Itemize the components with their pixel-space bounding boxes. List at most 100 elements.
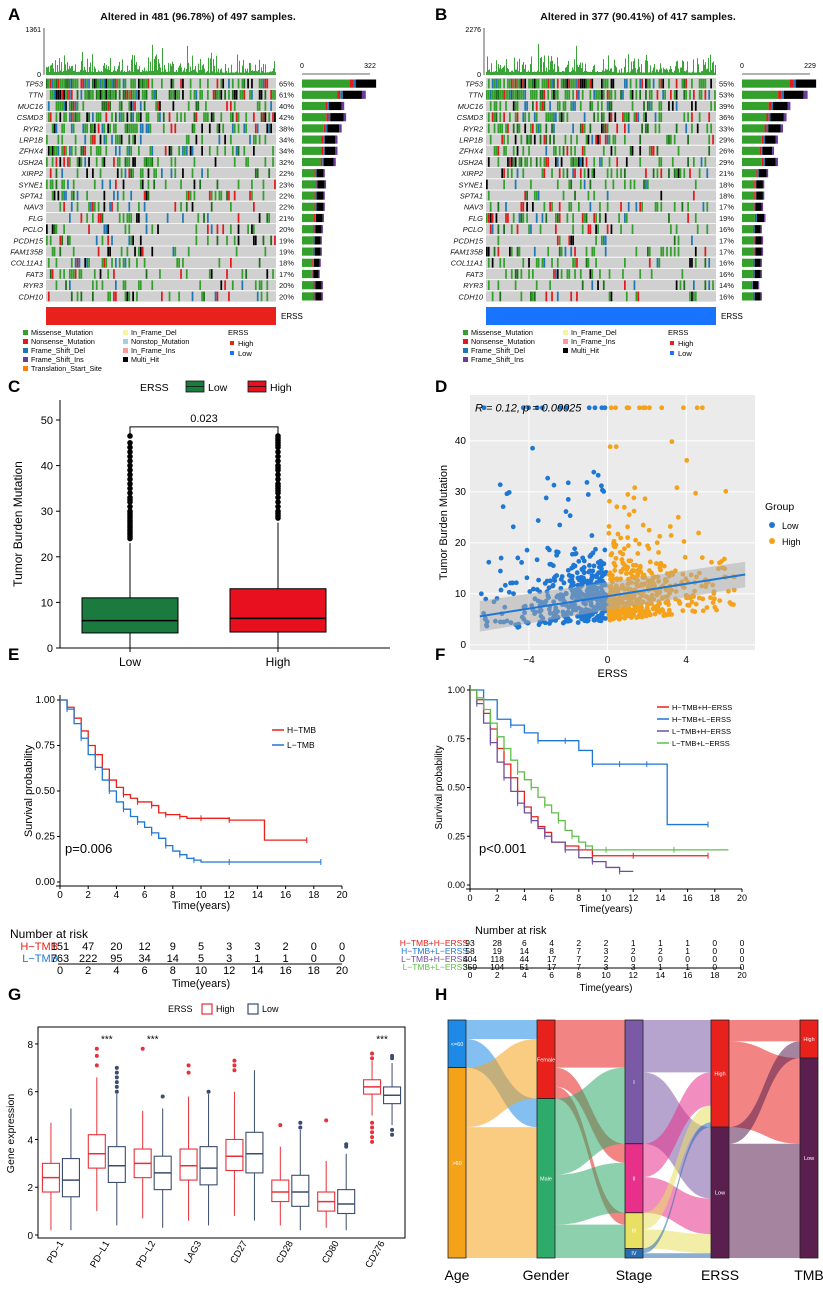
mutation-cell	[677, 146, 680, 156]
sankey-node-label: IV	[631, 1251, 637, 1257]
box	[225, 1138, 244, 1172]
point-high	[637, 405, 642, 411]
point-high	[625, 543, 631, 549]
tmb-bar	[225, 63, 226, 75]
mutation-cell	[503, 134, 505, 145]
panel-b: Altered in 377 (90.41%) of 417 samples.2…	[450, 11, 817, 364]
mutation-cell	[107, 235, 110, 246]
gene-percent: 29%	[719, 136, 734, 145]
mutation-cell	[101, 157, 104, 167]
y-axis-label: Survival probability	[434, 746, 445, 830]
tmb-bar	[128, 71, 129, 75]
mutation-cell	[599, 202, 601, 212]
mutation-cell	[497, 146, 500, 156]
mutation-cell	[230, 134, 232, 145]
tmb-bar	[97, 71, 98, 75]
mutation-cell	[520, 134, 523, 145]
tmb-bar	[77, 72, 78, 75]
mutation-cell	[530, 134, 532, 145]
mutation-cell	[631, 146, 634, 156]
legend-group-title: ERSS	[668, 328, 688, 337]
mutation-cell	[624, 134, 626, 145]
mutation-cell	[608, 291, 611, 302]
mutation-cell	[63, 146, 65, 156]
tmb-bar	[120, 71, 121, 75]
tmb-bar	[540, 57, 541, 75]
mutation-cell	[610, 291, 613, 302]
gene-count-bar	[762, 191, 765, 200]
tmb-bar	[212, 71, 213, 75]
tmb-bar	[594, 64, 595, 75]
mutation-cell	[203, 213, 205, 223]
tmb-bar	[523, 62, 524, 75]
point-high	[612, 563, 618, 569]
mutation-cell	[578, 157, 580, 167]
mutation-cell	[610, 168, 613, 178]
correlation-annotation: R = 0.12, p = 0.00025	[475, 402, 582, 414]
tmb-bar	[578, 66, 579, 75]
tmb-bar	[713, 61, 714, 75]
mutation-cell	[589, 78, 592, 89]
mutation-cell	[486, 246, 488, 257]
mutation-cell	[233, 157, 236, 167]
tmb-bar	[142, 69, 143, 75]
y-tick-label: 20	[41, 552, 53, 564]
mutation-cell	[207, 78, 209, 89]
legend-group-label: High	[238, 339, 253, 348]
point-low	[574, 570, 580, 576]
mutation-cell	[535, 213, 538, 223]
mutation-cell	[205, 112, 207, 122]
mutation-cell	[597, 90, 599, 100]
mutation-cell	[562, 168, 565, 178]
mutation-cell	[645, 179, 647, 190]
mutation-cell	[533, 291, 536, 302]
y-tick-label: 0.25	[447, 831, 465, 841]
mutation-cell	[543, 258, 546, 268]
mutation-cell	[80, 90, 83, 100]
tmb-bar	[574, 59, 575, 75]
tmb-bar	[528, 70, 529, 75]
tmb-bar	[655, 72, 656, 75]
point-low	[542, 580, 548, 586]
point-high	[685, 602, 691, 608]
mutation-cell	[516, 146, 519, 156]
tmb-bar	[636, 72, 637, 75]
mutation-cell	[116, 168, 119, 178]
tmb-bar	[596, 71, 597, 75]
mutation-cell	[59, 246, 62, 257]
tmb-bar	[72, 65, 73, 75]
mutation-cell	[656, 202, 659, 212]
mutation-cell	[522, 78, 525, 89]
x-tick-label: 14	[655, 893, 665, 903]
mutation-cell	[139, 280, 142, 290]
mutation-cell	[107, 246, 110, 257]
y-axis-label: Gene expression	[5, 1094, 17, 1174]
point-high	[656, 550, 661, 555]
tmb-bar	[661, 68, 662, 75]
tmb-bar	[157, 70, 158, 75]
tmb-bar	[598, 71, 599, 75]
point-low	[508, 580, 513, 586]
mutation-cell	[61, 235, 64, 246]
mutation-cell	[585, 258, 588, 268]
gene-count-bar	[317, 180, 325, 189]
mutation-cell	[545, 78, 548, 89]
tmb-bar	[179, 65, 180, 75]
mutation-cell	[69, 269, 71, 279]
mutation-cell	[591, 134, 594, 145]
mutation-cell	[647, 101, 649, 111]
mutation-cell	[556, 179, 559, 190]
mutation-cell	[549, 202, 551, 212]
mutation-cell	[61, 78, 64, 89]
mutation-cell	[602, 112, 605, 122]
point-low	[527, 589, 533, 594]
outlier-point	[114, 1089, 119, 1094]
mutation-cell	[143, 101, 146, 111]
mutation-cell	[86, 190, 88, 201]
gene-count-bar	[754, 269, 761, 279]
tmb-bar	[573, 69, 574, 75]
gene-count-bar	[355, 79, 377, 88]
mutation-cell	[495, 101, 498, 111]
mutation-cell	[86, 78, 88, 89]
point-high	[613, 405, 619, 411]
